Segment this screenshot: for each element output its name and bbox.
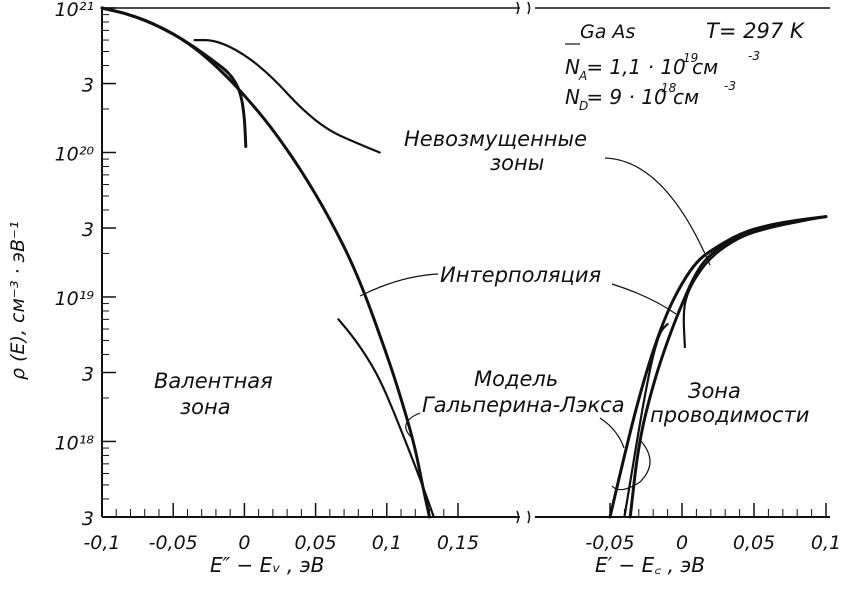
conduction-leader: [611, 439, 651, 491]
valence-series-3: [193, 38, 381, 154]
na-exponent: 19: [683, 51, 698, 65]
x-tick-label: 0,05: [733, 532, 775, 554]
model-label-2: Гальперина-Лэкса: [422, 393, 625, 417]
conduction-series-1: [608, 215, 828, 519]
acceptor-concentration: N = 1,1 · 10 см: [565, 55, 718, 79]
x-tick-label: -0,05: [585, 532, 634, 554]
conduction-band-label-1: Зона: [688, 379, 741, 403]
model-leader-right: [599, 417, 625, 449]
y-tick-label: 3: [82, 75, 94, 97]
x-axis-label-valence: E″ − Eᵥ , эВ: [210, 553, 324, 577]
valence-series-1: [100, 6, 431, 519]
unperturbed-bands-label-2: зоны: [490, 151, 544, 175]
axis-break-top: [516, 1, 531, 15]
x-ticks: -0,1 -0,05 0 0,05 0,1 0,15 -0,05 0 0,05 0,1: [83, 503, 841, 554]
y-tick-label: 10²¹: [55, 0, 94, 21]
na-text: N = 1,1 · 10 см: [565, 55, 718, 79]
valence-series-2: [100, 6, 248, 148]
nd-subscript: D: [579, 99, 588, 113]
na-unit-exponent: -3: [748, 49, 760, 63]
x-tick-label: 0: [676, 532, 688, 554]
y-ticks: 10²¹ 3 10²⁰ 3 10¹⁹ 3 10¹⁸ 3: [55, 0, 116, 530]
y-tick-label: 10¹⁸: [55, 432, 95, 454]
conduction-series-2: [628, 215, 828, 519]
x-tick-label: 0: [238, 532, 250, 554]
unperturbed-bands-label-1: Невозмущенные: [404, 127, 587, 151]
y-tick-label: 3: [82, 364, 94, 386]
x-tick-label: 0,1: [372, 532, 402, 554]
nd-text: N = 9 · 10 см: [565, 85, 699, 109]
axis-break-bottom: [516, 510, 531, 524]
conduction-series-4: [623, 322, 669, 519]
conduction-band-label-2: проводимости: [650, 403, 809, 427]
y-tick-label: 3: [82, 219, 94, 241]
model-leader-left: [405, 412, 421, 441]
y-tick-label: 10²⁰: [55, 143, 95, 165]
x-tick-label: 0,15: [437, 532, 479, 554]
x-tick-label: 0,05: [294, 532, 336, 554]
x-axis-label-conduction: E′ − E꜀ , эВ: [595, 553, 705, 577]
unperturbed-leader: [604, 157, 711, 266]
y-axis-label: ρ (E), см⁻³ · эВ⁻¹: [7, 221, 29, 380]
valence-band-label-1: Валентная: [154, 369, 273, 393]
x-tick-label: 0,1: [811, 532, 841, 554]
valence-series-4: [337, 318, 435, 519]
na-subscript: A: [578, 69, 587, 83]
nd-unit-exponent: -3: [724, 79, 736, 93]
donor-concentration: N = 9 · 10 см: [565, 85, 699, 109]
y-tick-label: 10¹⁹: [55, 288, 95, 310]
x-tick-label: -0,05: [149, 532, 198, 554]
interpolation-leader-left: [359, 273, 439, 297]
curves: [100, 6, 828, 519]
conduction-series-3: [682, 215, 828, 349]
x-tick-label: -0,1: [83, 532, 120, 554]
interpolation-leader-right: [611, 283, 677, 315]
valence-band-label-2: зона: [180, 395, 231, 419]
y-tick-label: 3: [82, 508, 94, 530]
material-label: Ga As: [580, 21, 635, 43]
nd-exponent: 18: [661, 81, 677, 95]
interpolation-label: Интерполяция: [440, 263, 601, 287]
temperature-label: T= 297 K: [706, 19, 806, 43]
model-label-1: Модель: [474, 367, 558, 391]
